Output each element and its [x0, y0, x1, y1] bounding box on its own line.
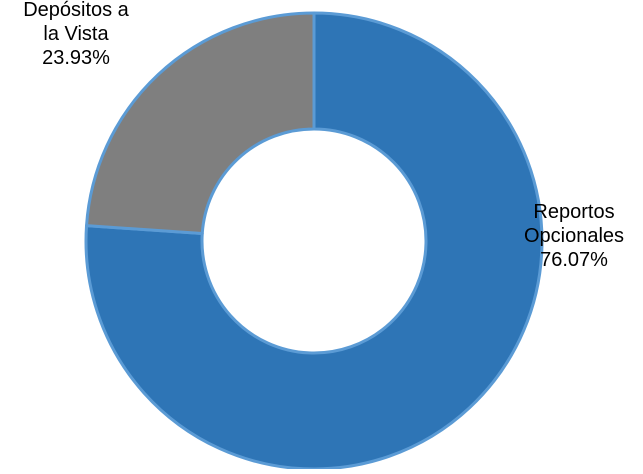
donut-slice-1 — [85, 11, 316, 235]
slice-value-label-1: 23.93% — [42, 47, 110, 69]
slice-category-label-1-1: la Vista — [43, 23, 109, 45]
slices-layer — [84, 11, 544, 471]
slice-category-label-0-0: Reportos — [533, 201, 614, 223]
slice-label-1: Depósitos a la Vista 23.93% — [23, 0, 129, 69]
slice-category-label-0-1: Opcionales — [524, 225, 624, 247]
labels-layer: Reportos Opcionales 76.07% Depósitos a la Vi… — [23, 0, 624, 271]
slice-label-0: Reportos Opcionales 76.07% — [524, 201, 624, 271]
donut-slice-0 — [84, 11, 544, 471]
slice-value-label-0: 76.07% — [540, 249, 608, 271]
slice-category-label-1-0: Depósitos a — [23, 0, 129, 21]
